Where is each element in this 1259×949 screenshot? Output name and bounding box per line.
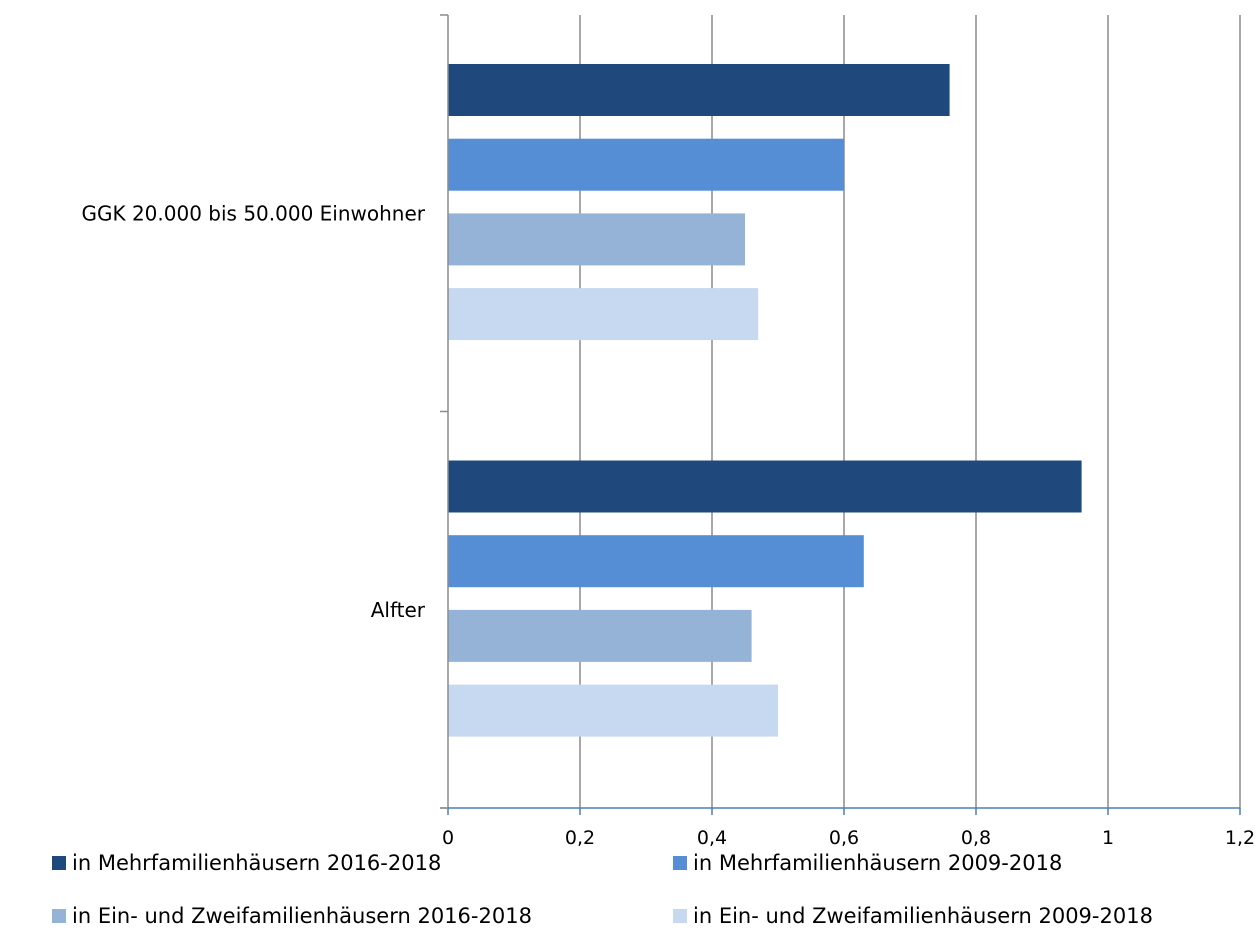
legend-swatch bbox=[673, 856, 687, 870]
legend-item: in Mehrfamilienhäusern 2009-2018 bbox=[673, 851, 1062, 875]
x-tick-label: 1 bbox=[1102, 827, 1114, 849]
x-tick-label: 0,8 bbox=[961, 827, 991, 849]
bar bbox=[448, 64, 950, 116]
legend-item: in Ein- und Zweifamilienhäusern 2016-201… bbox=[52, 904, 532, 928]
bar bbox=[448, 460, 1082, 513]
bar bbox=[448, 138, 844, 191]
axes bbox=[440, 14, 1241, 815]
legend-label: in Ein- und Zweifamilienhäusern 2016-201… bbox=[72, 904, 532, 928]
legend-label: in Mehrfamilienhäusern 2009-2018 bbox=[693, 851, 1063, 875]
bar bbox=[448, 213, 745, 266]
x-tick-label: 0,2 bbox=[565, 827, 595, 849]
x-tick-label: 0 bbox=[442, 827, 454, 849]
bar bbox=[448, 609, 752, 662]
axis-labels: 0 0,2 0,4 0,6 0,8 1 1,2 GGK 20.000 bis 50.000 E… bbox=[81, 201, 1255, 849]
category-label: Alfter bbox=[371, 598, 426, 622]
legend-swatch bbox=[52, 856, 66, 870]
x-tick-label: 1,2 bbox=[1225, 827, 1255, 849]
bars bbox=[448, 64, 1082, 737]
legend-swatch bbox=[52, 909, 66, 923]
legend-label: in Ein- und Zweifamilienhäusern 2009-201… bbox=[693, 904, 1153, 928]
bar bbox=[448, 684, 778, 737]
legend-label: in Mehrfamilienhäusern 2016-2018 bbox=[72, 851, 442, 875]
bar bbox=[448, 288, 759, 341]
legend-swatch bbox=[673, 909, 687, 923]
x-tick-label: 0,6 bbox=[829, 827, 859, 849]
bar bbox=[448, 535, 864, 588]
legend-item: in Mehrfamilienhäusern 2016-2018 bbox=[52, 851, 441, 875]
x-tick-label: 0,4 bbox=[697, 827, 727, 849]
legend-item: in Ein- und Zweifamilienhäusern 2009-201… bbox=[673, 904, 1153, 928]
category-label: GGK 20.000 bis 50.000 Einwohner bbox=[81, 201, 425, 225]
